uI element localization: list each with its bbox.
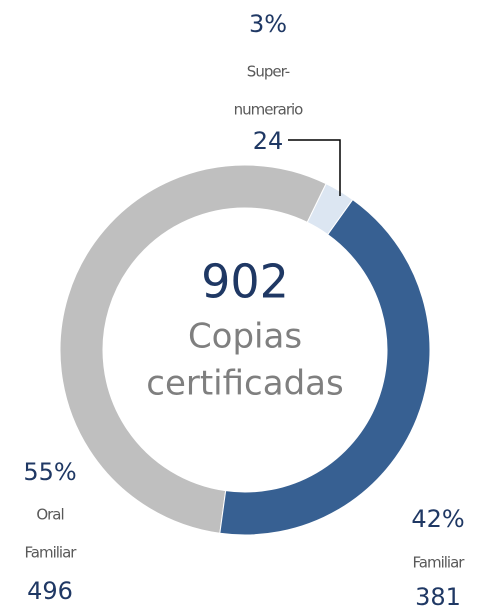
category-label: Familiar (413, 554, 466, 572)
percent-label: 42% (411, 505, 464, 533)
value-label: 496 (27, 577, 73, 605)
category-label: Oral (36, 506, 63, 524)
donut-segment (219, 198, 431, 536)
total-label: Copias (188, 317, 302, 357)
category-label: Familiar (25, 544, 78, 562)
total-label: certificadas (146, 364, 343, 404)
category-label: numerario (234, 101, 304, 119)
leader-line (288, 139, 341, 196)
value-label: 381 (415, 583, 461, 611)
donut-segment (306, 183, 354, 236)
percent-label: 3% (249, 10, 287, 38)
total: 902 (201, 255, 289, 309)
percent-label: 55% (23, 458, 76, 486)
category-label: Super- (247, 63, 290, 81)
donut-segment (59, 164, 327, 534)
value-label: 24 (253, 127, 284, 155)
